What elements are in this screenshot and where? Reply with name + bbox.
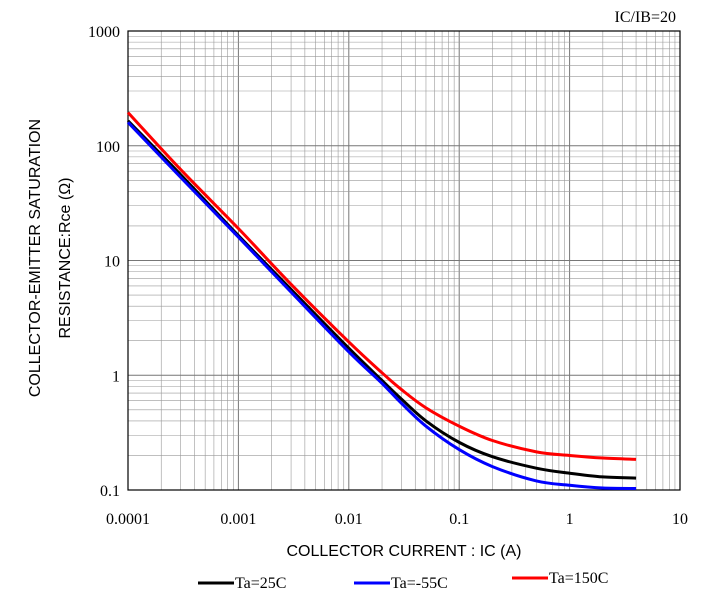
plot-frame xyxy=(127,30,681,491)
legend-label-0: Ta=25C xyxy=(235,575,286,592)
x-tick-label: 0.0001 xyxy=(106,511,150,528)
x-tick-label: 0.001 xyxy=(220,511,256,528)
y-tick-label: 100 xyxy=(96,139,120,156)
y-tick-label: 1 xyxy=(112,368,120,385)
y-tick-label: 10 xyxy=(104,254,120,271)
x-tick-label: 1 xyxy=(566,511,574,528)
grid xyxy=(128,31,680,490)
chart-annotation: IC/IB=20 xyxy=(615,9,676,26)
y-axis-label-line1: COLLECTOR-EMITTER SATURATION xyxy=(27,119,44,397)
x-tick-label: 0.01 xyxy=(335,511,363,528)
series-group xyxy=(126,111,637,491)
legend-label-1: Ta=-55C xyxy=(391,575,448,592)
series-line-1 xyxy=(126,121,637,491)
y-tick-label: 1000 xyxy=(88,24,120,41)
series-line-2 xyxy=(126,111,637,461)
x-axis-label: COLLECTOR CURRENT : IC (A) xyxy=(287,543,522,560)
x-tick-label: 10 xyxy=(672,511,688,528)
legend-label-2: Ta=150C xyxy=(549,570,608,587)
tick-labels: 0.0001 0.001 0.01 0.1 1 10 0.1 1 10 100 1000 xyxy=(88,24,688,528)
legend: Ta=25C Ta=-55C Ta=150C xyxy=(198,570,608,592)
y-axis-label-line2: RESISTANCE:Rce (Ω) xyxy=(57,177,74,338)
y-tick-label: 0.1 xyxy=(100,483,120,500)
x-tick-label: 0.1 xyxy=(449,511,469,528)
